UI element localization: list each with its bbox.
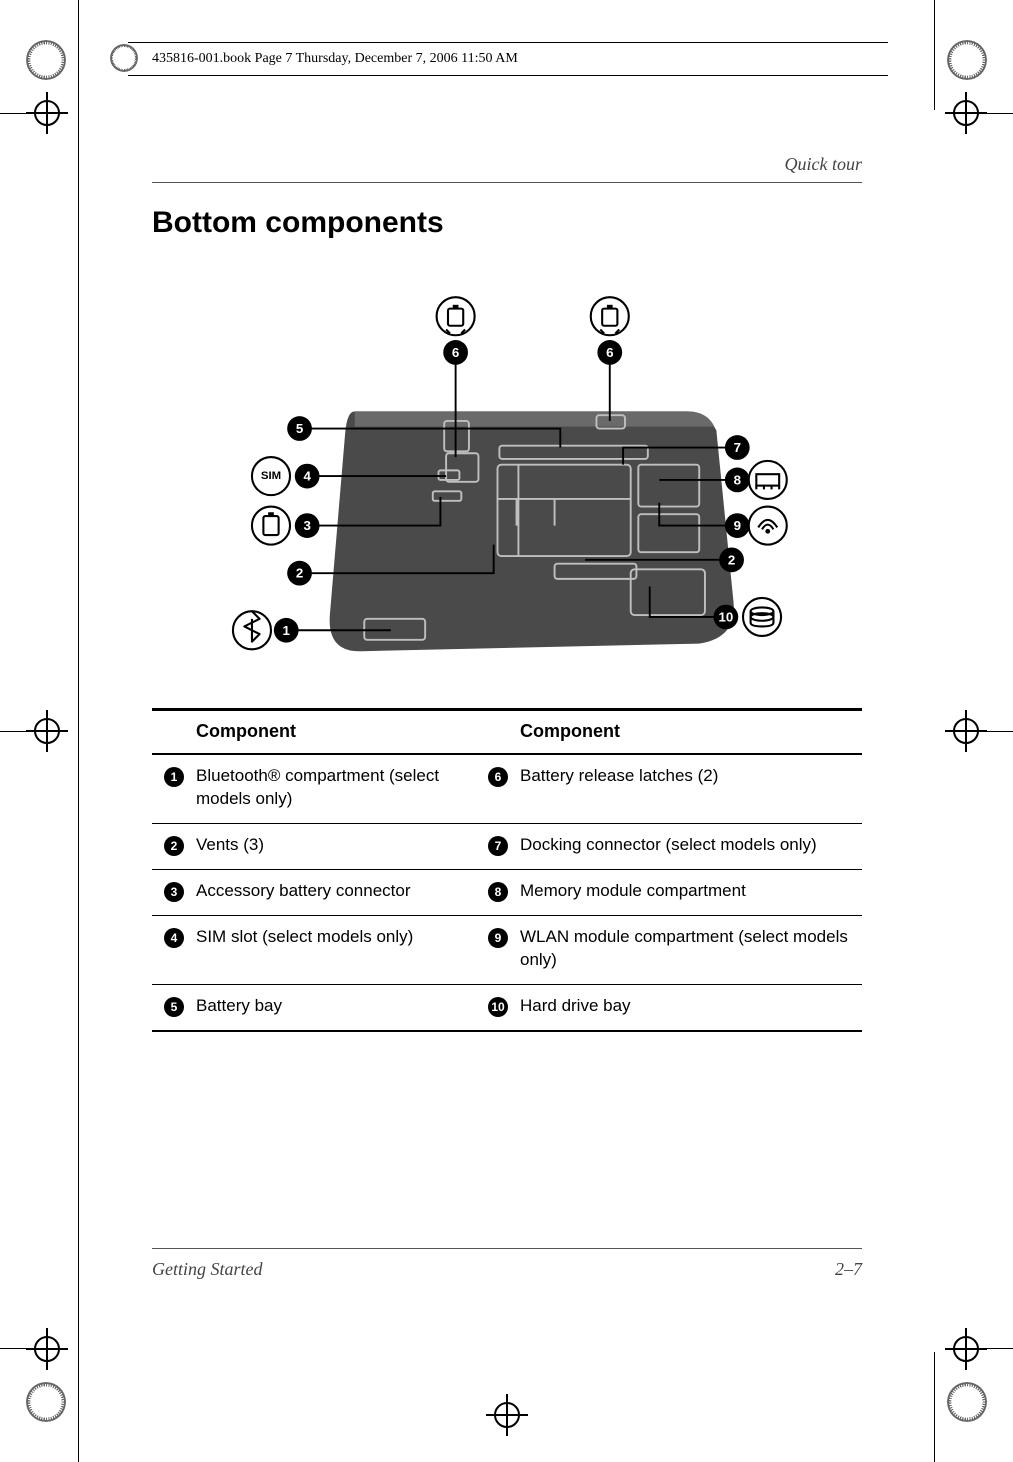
reg-mark-top-right — [947, 40, 987, 80]
hdd-icon — [743, 598, 781, 636]
svg-text:SIM: SIM — [261, 470, 281, 482]
svg-text:5: 5 — [296, 421, 304, 436]
row-text-right: Battery release latches (2) — [520, 765, 862, 788]
components-table: Component Component 1 Bluetooth® compartm… — [152, 708, 862, 1032]
footer-rule — [152, 1248, 862, 1249]
row-text-right: Memory module compartment — [520, 880, 862, 903]
svg-text:4: 4 — [303, 469, 311, 484]
svg-text:6: 6 — [452, 345, 459, 360]
footer-right: 2–7 — [835, 1259, 862, 1280]
reg-mark-top-left — [26, 40, 66, 80]
row-num-left: 4 — [164, 928, 184, 948]
crosshair-bottom-center — [490, 1398, 524, 1432]
svg-text:9: 9 — [734, 518, 741, 533]
page-content: Quick tour Bottom components — [152, 148, 862, 1288]
footer-left: Getting Started — [152, 1259, 263, 1280]
wlan-icon — [749, 507, 787, 545]
running-head: Quick tour — [785, 154, 862, 175]
table-row: 3 Accessory battery connector 8 Memory modu… — [152, 870, 862, 916]
row-num-right: 7 — [488, 836, 508, 856]
crop-rule — [0, 113, 68, 114]
table-header-right: Component — [520, 719, 862, 743]
memory-icon — [749, 461, 787, 499]
book-meta-band: 435816-001.book Page 7 Thursday, Decembe… — [128, 42, 888, 76]
sim-icon: SIM — [252, 457, 290, 495]
crop-rule — [934, 0, 935, 110]
book-meta-text: 435816-001.book Page 7 Thursday, Decembe… — [152, 51, 518, 67]
table-header-row: Component Component — [152, 711, 862, 755]
diagram-svg: 1 2 3 4 5 6 6 7 8 9 2 10 SIM — [212, 268, 802, 688]
table-row: 2 Vents (3) 7 Docking connector (select mod… — [152, 824, 862, 870]
crosshair-bot-left — [30, 1332, 64, 1366]
reg-mark-bottom-left — [26, 1382, 66, 1422]
crop-rule — [0, 1348, 68, 1349]
reg-mark-bottom-right — [947, 1382, 987, 1422]
crop-rule — [78, 0, 79, 110]
svg-text:7: 7 — [734, 440, 741, 455]
row-text-left: Accessory battery connector — [196, 880, 476, 903]
crosshair-bot-right — [949, 1332, 983, 1366]
page-title: Bottom components — [152, 206, 444, 240]
running-head-rule — [152, 182, 862, 183]
row-text-right: WLAN module compartment (select models o… — [520, 926, 862, 972]
bluetooth-icon — [233, 611, 271, 649]
row-text-left: Bluetooth® compartment (select models on… — [196, 765, 476, 811]
row-num-right: 6 — [488, 767, 508, 787]
row-num-right: 8 — [488, 882, 508, 902]
crop-rule — [945, 1348, 1013, 1349]
row-num-left: 2 — [164, 836, 184, 856]
table-row: 1 Bluetooth® compartment (select models o… — [152, 755, 862, 824]
row-num-left: 3 — [164, 882, 184, 902]
crop-rule — [0, 731, 68, 732]
svg-text:3: 3 — [303, 518, 310, 533]
table-row: 5 Battery bay 10 Hard drive bay — [152, 985, 862, 1030]
crop-rule — [934, 1352, 935, 1462]
crop-rule — [945, 113, 1013, 114]
batt-lock1-icon — [437, 297, 475, 335]
svg-text:10: 10 — [718, 609, 733, 624]
row-text-left: Battery bay — [196, 995, 476, 1018]
row-text-right: Docking connector (select models only) — [520, 834, 862, 857]
svg-text:2: 2 — [728, 552, 735, 567]
crop-rule — [945, 731, 1013, 732]
crop-rule-long-left — [78, 110, 79, 1352]
row-text-right: Hard drive bay — [520, 995, 862, 1018]
table-header-left: Component — [196, 719, 476, 743]
svg-text:8: 8 — [734, 472, 741, 487]
batt-lock2-icon — [591, 297, 629, 335]
row-text-left: Vents (3) — [196, 834, 476, 857]
crop-rule — [78, 1352, 79, 1462]
svg-text:1: 1 — [283, 623, 291, 638]
meta-mark-icon — [110, 44, 138, 72]
bottom-components-diagram: 1 2 3 4 5 6 6 7 8 9 2 10 SIM — [212, 268, 802, 688]
acc-batt-icon — [252, 507, 290, 545]
row-num-left: 5 — [164, 997, 184, 1017]
row-text-left: SIM slot (select models only) — [196, 926, 476, 949]
row-num-right: 9 — [488, 928, 508, 948]
row-num-left: 1 — [164, 767, 184, 787]
page-footer: Getting Started 2–7 — [152, 1248, 862, 1280]
table-row: 4 SIM slot (select models only) 9 WLAN modu… — [152, 916, 862, 985]
svg-text:6: 6 — [606, 345, 613, 360]
table-body: 1 Bluetooth® compartment (select models o… — [152, 755, 862, 1030]
row-num-right: 10 — [488, 997, 508, 1017]
svg-text:2: 2 — [296, 566, 303, 581]
